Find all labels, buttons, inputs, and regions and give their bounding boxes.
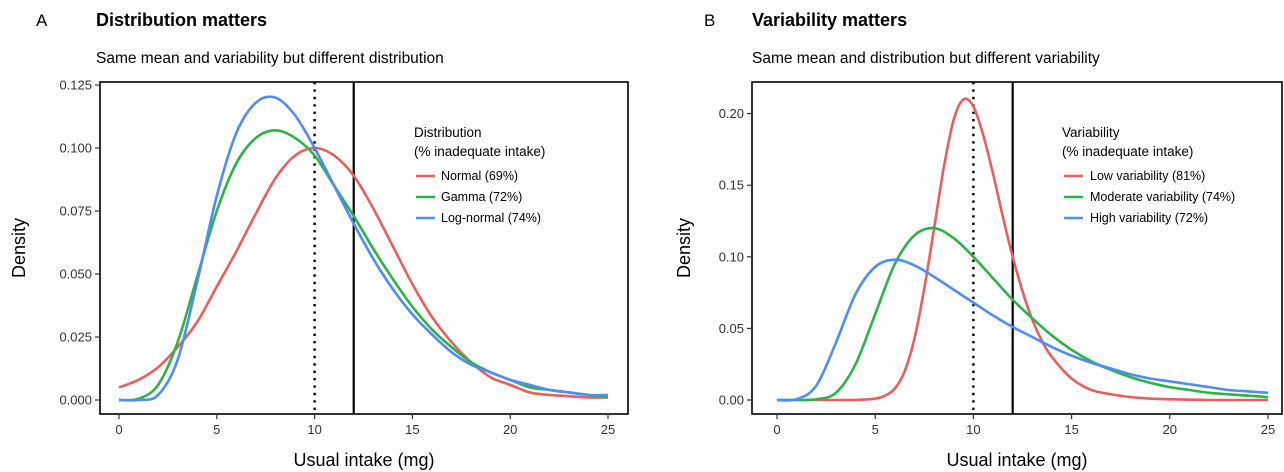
y-tick-label: 0.125 [59, 78, 92, 93]
x-tick-label: 15 [405, 422, 419, 437]
x-tick-label: 25 [1261, 422, 1275, 437]
legend-label: Log-normal (74%) [441, 211, 541, 225]
legend-title: Distribution [414, 125, 482, 140]
x-tick-label: 25 [601, 422, 615, 437]
x-tick-label: 20 [503, 422, 517, 437]
panel-a: A Distribution matters Same mean and varia… [9, 10, 629, 470]
legend-title: (% inadequate intake) [414, 144, 545, 159]
y-tick-label: 0.025 [59, 330, 92, 345]
y-tick-label: 0.05 [719, 321, 744, 336]
plot-frame [751, 81, 1283, 415]
panel-b: B Variability matters Same mean and distri… [674, 10, 1283, 470]
series-line-1 [777, 97, 1269, 402]
legend-label: Moderate variability (74%) [1090, 190, 1235, 204]
plot-frame [99, 81, 629, 415]
series-line-2 [118, 129, 609, 402]
y-axis-title: Density [674, 218, 694, 278]
chart-subtitle: Same mean and distribution but different… [752, 50, 1100, 67]
x-tick-label: 0 [773, 422, 780, 437]
panel-label: A [36, 11, 48, 30]
legend-label: Low variability (81%) [1090, 169, 1205, 183]
x-tick-label: 20 [1163, 422, 1177, 437]
x-tick-label: 10 [966, 422, 980, 437]
chart-subtitle: Same mean and variability but different … [96, 50, 444, 67]
y-tick-label: 0.000 [59, 393, 92, 408]
legend-title: Variability [1062, 125, 1120, 140]
x-axis-title: Usual intake (mg) [293, 450, 434, 470]
y-tick-label: 0.100 [59, 141, 92, 156]
legend-label: Normal (69%) [441, 169, 518, 183]
y-tick-label: 0.075 [59, 204, 92, 219]
series-line-3 [776, 258, 1269, 402]
y-axis-title: Density [9, 218, 29, 278]
y-tick-label: 0.10 [719, 249, 744, 264]
x-axis-title: Usual intake (mg) [946, 450, 1087, 470]
chart-title: Variability matters [752, 10, 907, 30]
x-tick-label: 5 [872, 422, 879, 437]
y-tick-label: 0.050 [59, 267, 92, 282]
legend-title: (% inadequate intake) [1062, 144, 1193, 159]
y-tick-label: 0.20 [719, 106, 744, 121]
x-tick-label: 5 [213, 422, 220, 437]
y-tick-label: 0.00 [719, 393, 744, 408]
x-tick-label: 10 [307, 422, 321, 437]
y-tick-label: 0.15 [719, 178, 744, 193]
x-tick-label: 0 [115, 422, 122, 437]
series-line-2 [776, 226, 1269, 402]
series-line-1 [118, 146, 609, 399]
panel-label: B [704, 11, 715, 30]
chart-title: Distribution matters [96, 10, 267, 30]
x-tick-label: 15 [1064, 422, 1078, 437]
series-line-3 [118, 95, 609, 402]
legend-label: Gamma (72%) [441, 190, 522, 204]
legend-label: High variability (72%) [1090, 211, 1208, 225]
